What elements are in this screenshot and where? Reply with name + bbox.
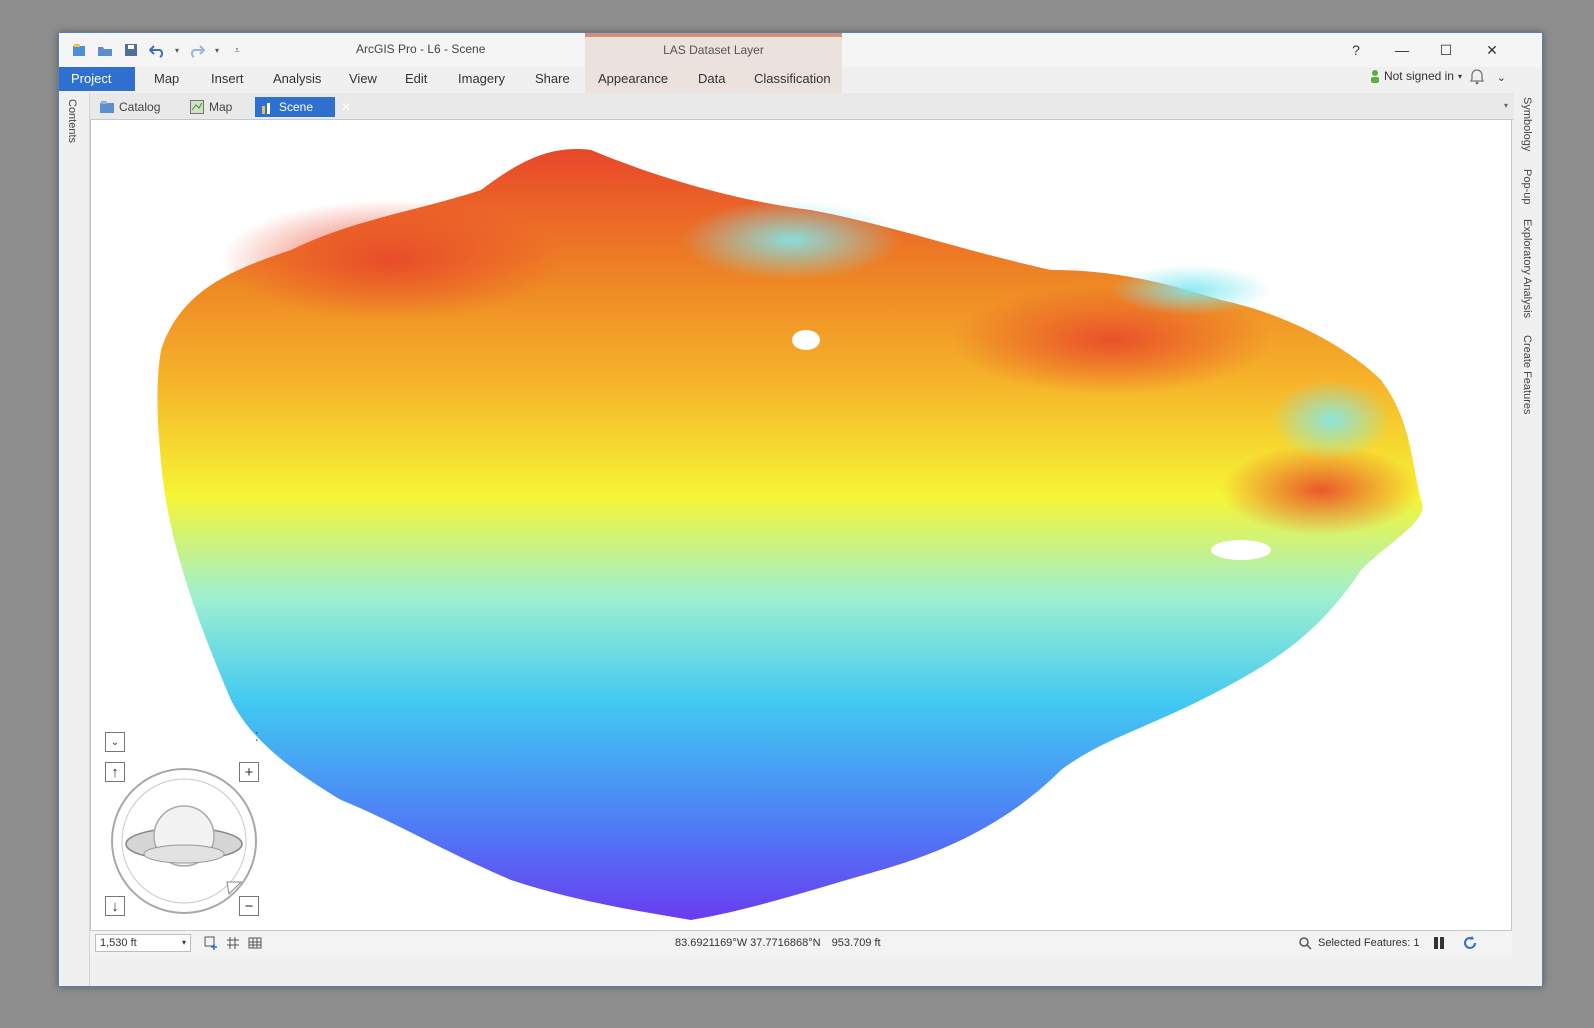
- collapse-ribbon-icon[interactable]: ⌄: [1496, 72, 1506, 84]
- table-icon[interactable]: [248, 936, 262, 950]
- tab-view[interactable]: View: [349, 71, 377, 86]
- map-icon: [190, 100, 204, 114]
- tab-list-dropdown-icon[interactable]: ▾: [1503, 101, 1508, 110]
- zoom-out-icon[interactable]: −: [239, 896, 259, 916]
- tab-project[interactable]: Project: [59, 67, 135, 91]
- symbology-pane-tab[interactable]: Symbology: [1521, 97, 1533, 152]
- quick-access-toolbar: ▾ ▾ ⩡: [69, 41, 247, 59]
- drag-handle-icon[interactable]: ⁚: [255, 730, 259, 744]
- pause-drawing-icon-bar: [1440, 937, 1444, 949]
- scale-value: 1,530 ft: [100, 937, 137, 949]
- tab-analysis[interactable]: Analysis: [273, 71, 322, 86]
- user-icon: [1370, 70, 1379, 83]
- navigator-control[interactable]: ⌄ ⁚ ↑ + ↓ −: [105, 730, 275, 922]
- scene-view[interactable]: ⌄ ⁚ ↑ + ↓ −: [90, 119, 1512, 931]
- elevation-value: 953.709 ft: [831, 937, 881, 949]
- catalog-icon: [100, 101, 114, 113]
- low-elevation-area: [1271, 380, 1391, 460]
- tab-map[interactable]: Map: [154, 71, 180, 86]
- save-project-icon[interactable]: [121, 41, 141, 59]
- sign-in-status[interactable]: Not signed in ▾: [1370, 69, 1462, 83]
- undo-icon[interactable]: [147, 41, 167, 59]
- tab-data[interactable]: Data: [698, 71, 726, 86]
- doc-tab-catalog[interactable]: Catalog: [95, 97, 166, 117]
- grid-snap-icon[interactable]: [226, 936, 240, 950]
- window-title: ArcGIS Pro - L6 - Scene: [356, 42, 486, 56]
- doc-tab-label: Scene: [279, 100, 314, 114]
- redo-dropdown-icon[interactable]: ▾: [214, 45, 219, 55]
- lidar-point-cloud: [157, 149, 1423, 920]
- document-tab-strip: Catalog Map Scene ✕ ▾: [59, 93, 1542, 120]
- zoom-in-icon[interactable]: +: [239, 762, 259, 782]
- snapping-icon[interactable]: [204, 936, 218, 950]
- tab-imagery[interactable]: Imagery: [458, 71, 505, 86]
- ribbon-tabs: Project Map Insert Analysis View Edit Im…: [59, 67, 1542, 93]
- status-bar: 1,530 ft ▾ 83.6921169°W 37.7716868°N 953…: [90, 931, 1512, 957]
- doc-tab-map[interactable]: Map: [185, 97, 238, 117]
- scene-icon: [262, 103, 270, 114]
- context-tab-title: LAS Dataset Layer: [663, 43, 764, 57]
- low-elevation-area: [681, 200, 901, 280]
- high-elevation-area: [1221, 445, 1421, 535]
- chevron-down-icon: ▾: [181, 938, 186, 947]
- exploratory-analysis-pane-tab[interactable]: Exploratory Analysis: [1521, 219, 1533, 319]
- undo-dropdown-icon[interactable]: ▾: [174, 45, 179, 55]
- scale-selector[interactable]: 1,530 ft ▾: [95, 934, 191, 952]
- tab-appearance[interactable]: Appearance: [598, 71, 669, 86]
- pan-up-icon[interactable]: ↑: [105, 762, 125, 782]
- coordinates-value: 83.6921169°W 37.7716868°N: [675, 937, 821, 949]
- navigator-globe-icon[interactable]: [109, 766, 259, 916]
- pause-drawing-icon[interactable]: [1434, 937, 1438, 949]
- app-window: ▾ ▾ ⩡ ArcGIS Pro - L6 - Scene LAS Datase…: [58, 32, 1543, 987]
- contents-pane-collapsed: Contents: [59, 93, 90, 986]
- popup-pane-tab[interactable]: Pop-up: [1521, 169, 1533, 205]
- doc-tab-label: Catalog: [119, 100, 161, 114]
- tab-share[interactable]: Share: [535, 71, 570, 86]
- maximize-button[interactable]: ☐: [1439, 41, 1453, 58]
- cursor-coordinates: 83.6921169°W 37.7716868°N 953.709 ft: [675, 937, 881, 949]
- selected-features-count[interactable]: Selected Features: 1: [1318, 937, 1420, 949]
- customize-qat-icon[interactable]: ⩡: [234, 44, 240, 55]
- tab-insert[interactable]: Insert: [211, 71, 244, 86]
- tab-edit[interactable]: Edit: [405, 71, 428, 86]
- new-project-icon[interactable]: [69, 41, 89, 59]
- tab-classification[interactable]: Classification: [754, 71, 831, 86]
- minimize-button[interactable]: —: [1395, 42, 1409, 58]
- data-gap: [1211, 540, 1271, 560]
- help-button[interactable]: ?: [1352, 42, 1360, 58]
- high-elevation-area: [221, 200, 561, 320]
- chevron-down-icon: ▾: [1457, 71, 1462, 81]
- open-project-icon[interactable]: [95, 41, 115, 59]
- close-tab-icon[interactable]: ✕: [340, 100, 351, 114]
- low-elevation-area: [1111, 265, 1271, 315]
- sign-in-label: Not signed in: [1383, 69, 1454, 83]
- redo-icon[interactable]: [187, 41, 207, 59]
- refresh-icon[interactable]: [1462, 935, 1478, 951]
- close-button[interactable]: ✕: [1486, 41, 1498, 58]
- select-features-icon[interactable]: [1298, 936, 1312, 950]
- navigator-options-icon[interactable]: ⌄: [105, 732, 125, 752]
- doc-tab-scene[interactable]: Scene ✕: [255, 97, 351, 117]
- pan-down-icon[interactable]: ↓: [105, 896, 125, 916]
- doc-tab-label: Map: [209, 100, 233, 114]
- notification-bell-icon[interactable]: [1469, 69, 1485, 90]
- right-pane-tabs: Symbology Pop-up Exploratory Analysis Cr…: [1514, 93, 1542, 986]
- create-features-pane-tab[interactable]: Create Features: [1521, 335, 1533, 415]
- data-gap: [792, 330, 820, 350]
- contents-pane-tab[interactable]: Contents: [66, 99, 78, 144]
